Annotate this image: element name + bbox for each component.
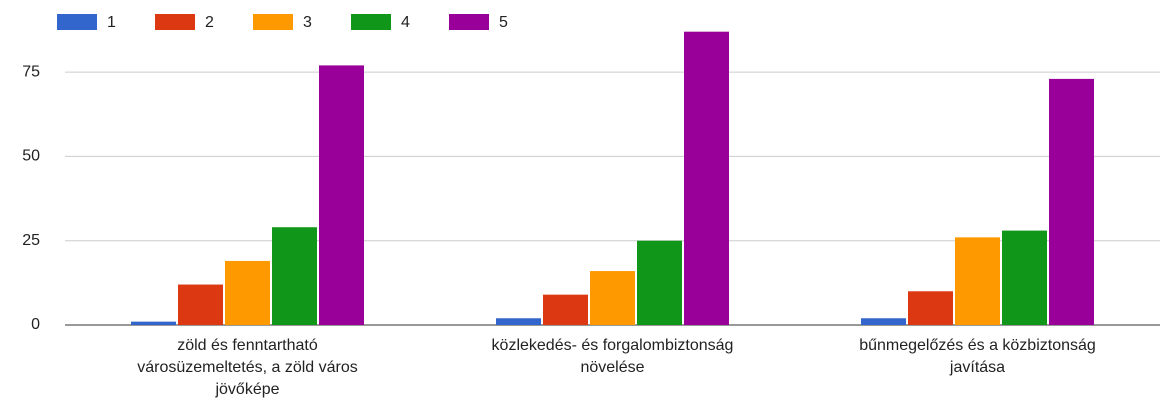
bar bbox=[319, 65, 364, 326]
legend-label: 4 bbox=[401, 14, 410, 31]
legend-label: 3 bbox=[303, 14, 312, 31]
bar bbox=[637, 240, 682, 325]
legend-swatch bbox=[253, 14, 293, 30]
legend-swatch bbox=[351, 14, 391, 30]
y-tick-label: 0 bbox=[31, 316, 40, 333]
bar bbox=[272, 227, 317, 325]
bar bbox=[1002, 230, 1047, 325]
bar bbox=[955, 237, 1000, 325]
legend-label: 1 bbox=[107, 14, 116, 31]
y-tick-label: 25 bbox=[22, 232, 40, 249]
legend-label: 5 bbox=[499, 14, 508, 31]
x-tick-label: zöld és fenntartható városüzemeltetés, a … bbox=[137, 337, 358, 398]
y-tick-label: 75 bbox=[22, 63, 40, 80]
y-tick-label: 50 bbox=[22, 148, 40, 165]
legend-swatch bbox=[155, 14, 195, 30]
x-tick-label: közlekedés- és forgalombiztonság növelése bbox=[492, 337, 734, 376]
legend-swatch bbox=[57, 14, 97, 30]
bar bbox=[543, 294, 588, 325]
bar bbox=[131, 321, 176, 325]
legend-label: 2 bbox=[205, 14, 214, 31]
bar bbox=[1049, 78, 1094, 325]
legend-swatch bbox=[449, 14, 489, 30]
x-tick-label: bűnmegelőzés és a közbiztonság javítása bbox=[859, 337, 1096, 376]
bar bbox=[225, 260, 270, 325]
bar bbox=[496, 318, 541, 325]
bar bbox=[861, 318, 906, 325]
bar bbox=[590, 271, 635, 325]
bar bbox=[684, 31, 729, 325]
bar bbox=[178, 284, 223, 325]
bar bbox=[908, 291, 953, 325]
